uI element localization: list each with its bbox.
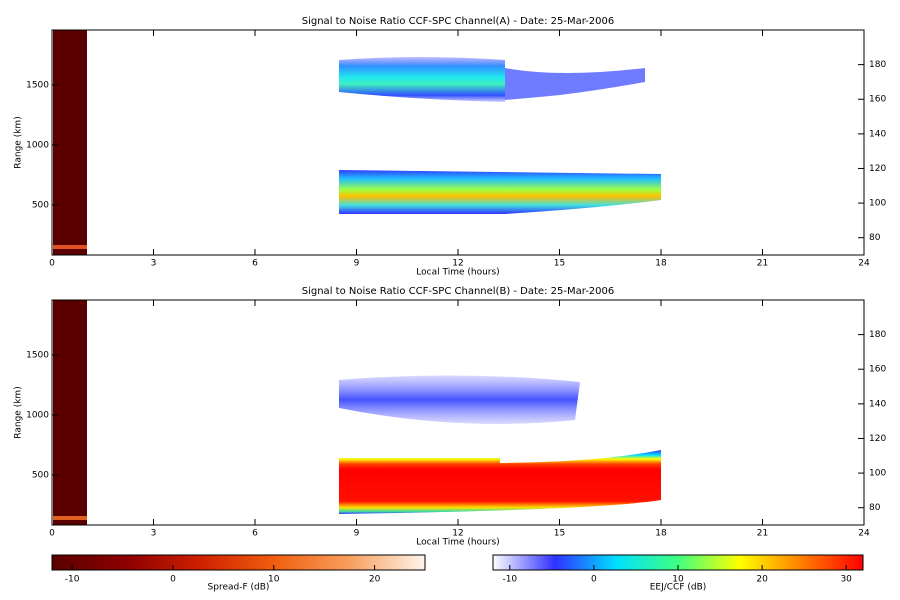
y-tick-label: 1500	[26, 350, 49, 360]
y2-tick-label: 120	[869, 164, 886, 174]
y2-tick-label: 140	[869, 399, 886, 409]
x-tick-label: 21	[757, 529, 768, 539]
colorbar-label: Spread-F (dB)	[208, 583, 270, 593]
x-axis-label: Local Time (hours)	[416, 268, 499, 278]
x-tick-label: 12	[452, 529, 463, 539]
x-tick-label: 0	[49, 259, 55, 269]
x-tick-label: 24	[858, 259, 870, 269]
y2-tick-label: 100	[869, 199, 886, 209]
x-tick-label: 21	[757, 259, 768, 269]
x-tick-label: 0	[49, 529, 55, 539]
x-tick-label: 18	[655, 259, 667, 269]
colorbar	[51, 554, 426, 571]
x-tick-label: 3	[151, 529, 157, 539]
plot-title: Signal to Noise Ratio CCF-SPC Channel(A)…	[302, 16, 614, 27]
y2-tick-label: 140	[869, 129, 886, 139]
colorbar-label: EEJ/CCF (dB)	[650, 583, 707, 593]
x-tick-label: 9	[354, 259, 360, 269]
y-axis-label: Range (km)	[14, 116, 24, 168]
y2-tick-label: 180	[869, 330, 886, 340]
colorbar-tick-label: 10	[672, 575, 684, 585]
x-tick-label: 24	[858, 529, 870, 539]
y-axis-label: Range (km)	[14, 386, 24, 438]
colorbar-tick-label: 10	[268, 575, 280, 585]
y-tick-label: 500	[32, 470, 49, 480]
colorbar-tick-label: -10	[65, 575, 80, 585]
x-tick-label: 12	[452, 259, 463, 269]
x-tick-label: 18	[655, 529, 667, 539]
y2-tick-label: 100	[869, 469, 886, 479]
colorbar-tick-label: 20	[369, 575, 381, 585]
y-tick-label: 1500	[26, 80, 49, 90]
x-axis-label: Local Time (hours)	[416, 538, 499, 548]
y2-tick-label: 160	[869, 365, 886, 375]
y2-tick-label: 180	[869, 60, 886, 70]
y-tick-label: 1000	[26, 410, 49, 420]
y2-tick-label: 80	[869, 233, 881, 243]
colorbar-tick-label: -10	[502, 575, 517, 585]
y2-tick-label: 120	[869, 434, 886, 444]
x-tick-label: 15	[554, 529, 565, 539]
plot-title: Signal to Noise Ratio CCF-SPC Channel(B)…	[302, 286, 615, 297]
y2-tick-label: 160	[869, 95, 886, 105]
colorbar-tick-label: 0	[591, 575, 597, 585]
x-tick-label: 9	[354, 529, 360, 539]
echo-image	[53, 30, 661, 525]
y-tick-label: 1000	[26, 140, 49, 150]
y2-tick-label: 80	[869, 503, 881, 513]
colorbar-tick-label: 0	[170, 575, 176, 585]
x-tick-label: 3	[151, 259, 157, 269]
x-tick-label: 6	[252, 529, 258, 539]
colorbar-tick-label: 30	[840, 575, 852, 585]
colorbar-tick-label: 20	[756, 575, 768, 585]
y-tick-label: 500	[32, 200, 49, 210]
x-tick-label: 15	[554, 259, 565, 269]
x-tick-label: 6	[252, 259, 258, 269]
